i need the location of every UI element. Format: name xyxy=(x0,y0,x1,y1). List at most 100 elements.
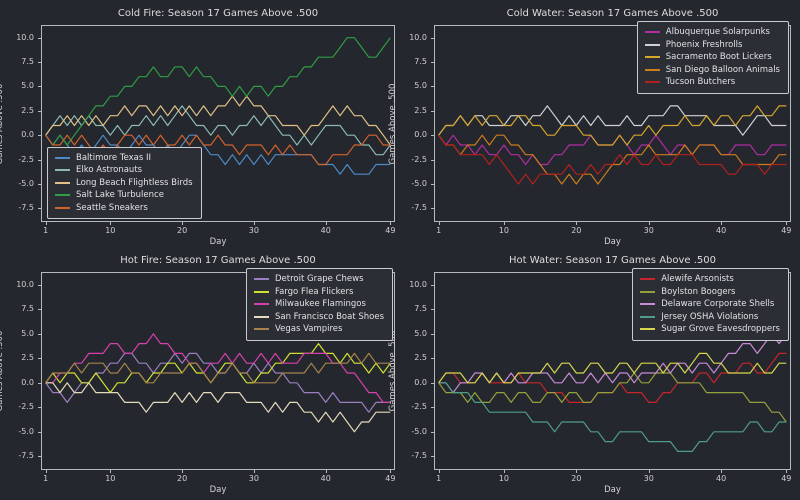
legend-label: Phoenix Freshrolls xyxy=(665,39,743,50)
x-tick-mark xyxy=(438,222,440,225)
y-tick-mark xyxy=(431,382,434,384)
y-tick-mark xyxy=(431,333,434,335)
y-tick-label: -2.5 xyxy=(411,402,427,412)
series-line-long-beach-flightless-birds xyxy=(45,95,391,146)
y-tick-label: 5.0 xyxy=(414,328,427,338)
y-tick-label: 10.0 xyxy=(16,279,34,289)
x-tick-mark xyxy=(786,222,788,225)
x-tick-mark xyxy=(786,470,788,473)
legend-item-delaware-corporate-shells: Delaware Corporate Shells xyxy=(640,298,780,311)
subplot-cold-fire: Cold Fire: Season 17 Games Above .500 10.… xyxy=(0,8,395,247)
legend: Albuquerque Solarpunks Phoenix Freshrolls… xyxy=(636,21,789,94)
x-tick-label: 49 xyxy=(781,226,792,235)
y-tick-mark xyxy=(431,284,434,286)
series-line-san-francisco-boat-shoes xyxy=(45,382,391,433)
x-tick-mark xyxy=(390,222,392,225)
y-tick-label: 0.0 xyxy=(21,130,34,140)
legend-item-boylston-boogers: Boylston Boogers xyxy=(640,286,780,299)
subplot-hot-fire: Hot Fire: Season 17 Games Above .500 10.0… xyxy=(0,255,395,495)
y-tick-label: 2.5 xyxy=(21,105,34,115)
series-line-seattle-sneakers xyxy=(45,134,391,166)
y-tick-label: -2.5 xyxy=(411,154,427,164)
y-tick-label: 0.0 xyxy=(414,377,427,387)
x-tick-label: 30 xyxy=(248,474,259,483)
y-axis-label: Games Above .500 xyxy=(0,83,5,164)
legend-label: Fargo Flea Flickers xyxy=(274,286,354,297)
y-tick-label: 10.0 xyxy=(16,32,34,42)
y-tick-mark xyxy=(38,37,41,39)
legend-label: Delaware Corporate Shells xyxy=(661,299,775,310)
y-tick-mark xyxy=(38,183,41,185)
y-axis-label: Games Above .500 xyxy=(0,330,5,412)
x-tick-label: 20 xyxy=(571,474,582,483)
legend-swatch-icon xyxy=(55,156,70,159)
x-axis-label: Day xyxy=(604,237,621,247)
legend-label: Baltimore Texas II xyxy=(76,152,152,163)
subplot-cold-water: Cold Water: Season 17 Games Above .500 10… xyxy=(388,8,791,247)
chart-title: Cold Water: Season 17 Games Above .500 xyxy=(506,8,719,19)
x-tick-mark xyxy=(182,222,184,225)
y-tick-mark xyxy=(431,62,434,64)
y-tick-label: 7.5 xyxy=(414,304,427,314)
y-tick-label: 7.5 xyxy=(21,57,34,67)
legend: Alewife Arsonists Boylston Boogers Delawar… xyxy=(632,268,789,341)
x-tick-label: 1 xyxy=(436,474,442,483)
y-tick-mark xyxy=(431,37,434,39)
x-tick-mark xyxy=(325,222,327,225)
series-line-alewife-arsonists xyxy=(438,352,787,403)
y-tick-mark xyxy=(38,407,41,409)
x-tick-mark xyxy=(721,222,723,225)
legend: Detroit Grape Chews Fargo Flea Flickers Mi… xyxy=(245,268,393,341)
legend-item-albuquerque-solarpunks: Albuquerque Solarpunks xyxy=(644,26,780,39)
legend-label: San Francisco Boat Shoes xyxy=(274,311,384,322)
axes-spines xyxy=(434,272,791,470)
y-tick-mark xyxy=(431,208,434,210)
y-tick-label: -2.5 xyxy=(18,402,34,412)
x-tick-label: 30 xyxy=(248,226,259,235)
legend-swatch-icon xyxy=(644,43,660,46)
legend-item-fargo-flea-flickers: Fargo Flea Flickers xyxy=(253,286,384,299)
legend-swatch-icon xyxy=(640,278,656,281)
legend-label: Milwaukee Flamingos xyxy=(274,299,366,310)
legend-item-san-francisco-boat-shoes: San Francisco Boat Shoes xyxy=(253,311,384,324)
y-tick-label: 0.0 xyxy=(414,130,427,140)
legend-label: Tucson Butchers xyxy=(665,77,736,88)
x-tick-mark xyxy=(45,470,47,473)
y-tick-label: -2.5 xyxy=(18,154,34,164)
legend-swatch-icon xyxy=(644,68,660,71)
legend-swatch-icon xyxy=(253,328,269,331)
x-tick-label: 20 xyxy=(571,226,582,235)
y-tick-mark xyxy=(38,86,41,88)
legend-label: Alewife Arsonists xyxy=(661,274,734,285)
legend-swatch-icon xyxy=(640,328,656,331)
legend-item-elko-astronauts: Elko Astronauts xyxy=(55,164,193,177)
y-tick-label: -7.5 xyxy=(411,451,427,461)
legend-label: Elko Astronauts xyxy=(76,165,143,176)
x-tick-label: 10 xyxy=(105,474,116,483)
series-line-phoenix-freshrolls xyxy=(438,105,787,136)
legend-item-milwaukee-flamingos: Milwaukee Flamingos xyxy=(253,298,384,311)
y-tick-mark xyxy=(38,159,41,161)
y-tick-mark xyxy=(431,110,434,112)
y-tick-label: -5.0 xyxy=(18,178,34,188)
legend-swatch-icon xyxy=(640,303,656,306)
legend-item-jersey-osha-violations: Jersey OSHA Violations xyxy=(640,311,780,324)
y-tick-label: -5.0 xyxy=(411,426,427,436)
y-tick-mark xyxy=(431,135,434,137)
y-tick-mark xyxy=(431,407,434,409)
legend-label: Sacramento Boot Lickers xyxy=(665,52,772,63)
legend-label: Albuquerque Solarpunks xyxy=(665,27,770,38)
legend-label: Vegas Vampires xyxy=(274,324,343,335)
y-tick-mark xyxy=(38,284,41,286)
legend-swatch-icon xyxy=(55,169,70,172)
chart-canvas xyxy=(41,25,395,222)
y-tick-label: 5.0 xyxy=(21,81,34,91)
y-tick-mark xyxy=(38,382,41,384)
y-tick-label: 7.5 xyxy=(21,304,34,314)
legend-swatch-icon xyxy=(644,81,660,84)
x-tick-label: 40 xyxy=(320,226,331,235)
y-tick-label: 7.5 xyxy=(414,57,427,67)
legend-swatch-icon xyxy=(640,290,656,293)
series-line-fargo-flea-flickers xyxy=(45,342,391,394)
chart-canvas xyxy=(434,25,791,222)
